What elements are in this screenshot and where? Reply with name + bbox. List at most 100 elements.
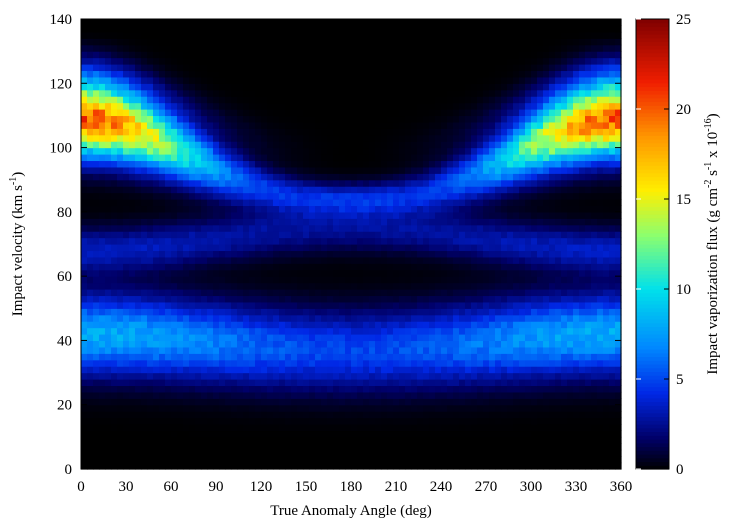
heatmap-cell xyxy=(165,263,172,271)
heatmap-cell xyxy=(381,379,388,387)
heatmap-cell xyxy=(189,25,196,33)
heatmap-cell xyxy=(417,179,424,187)
heatmap-cell xyxy=(219,115,226,123)
heatmap-cell xyxy=(255,166,262,174)
heatmap-cell xyxy=(135,391,142,399)
heatmap-cell xyxy=(201,314,208,322)
heatmap-cell xyxy=(105,456,112,464)
heatmap-cell xyxy=(411,346,418,354)
heatmap-cell xyxy=(279,109,286,117)
heatmap-cell xyxy=(303,218,310,226)
heatmap-cell xyxy=(189,96,196,104)
heatmap-cell xyxy=(309,295,316,303)
heatmap-cell xyxy=(99,211,106,219)
heatmap-cell xyxy=(81,70,88,78)
heatmap-cell xyxy=(243,76,250,84)
heatmap-cell xyxy=(357,141,364,149)
heatmap-cell xyxy=(135,31,142,39)
heatmap-cell xyxy=(243,141,250,149)
heatmap-cell xyxy=(399,38,406,46)
heatmap-cell xyxy=(273,25,280,33)
heatmap-cell xyxy=(111,417,118,425)
heatmap-cell xyxy=(273,83,280,91)
heatmap-cell xyxy=(255,372,262,380)
heatmap-cell xyxy=(291,366,298,374)
heatmap-cell xyxy=(495,269,502,277)
heatmap-cell xyxy=(159,83,166,91)
heatmap-cell xyxy=(195,121,202,129)
heatmap-cell xyxy=(327,417,334,425)
heatmap-cell xyxy=(165,379,172,387)
heatmap-cell xyxy=(135,96,142,104)
heatmap-cell xyxy=(417,430,424,438)
heatmap-cell xyxy=(183,141,190,149)
heatmap-cell xyxy=(351,269,358,277)
heatmap-cell xyxy=(363,205,370,213)
heatmap-cell xyxy=(495,372,502,380)
heatmap-cell xyxy=(387,379,394,387)
heatmap-cell xyxy=(171,462,178,470)
heatmap-cell xyxy=(255,64,262,72)
heatmap-cell xyxy=(459,385,466,393)
heatmap-cell xyxy=(201,411,208,419)
heatmap-cell xyxy=(267,327,274,335)
heatmap-cell xyxy=(297,430,304,438)
heatmap-cell xyxy=(309,51,316,59)
heatmap-cell xyxy=(465,379,472,387)
heatmap-cell xyxy=(333,70,340,78)
heatmap-cell xyxy=(453,327,460,335)
heatmap-cell xyxy=(273,205,280,213)
heatmap-cell xyxy=(165,359,172,367)
heatmap-cell xyxy=(141,211,148,219)
heatmap-cell xyxy=(213,231,220,239)
heatmap-cell xyxy=(231,256,238,264)
heatmap-cell xyxy=(111,89,118,97)
heatmap-cell xyxy=(411,398,418,406)
heatmap-cell xyxy=(309,96,316,104)
heatmap-cell xyxy=(447,269,454,277)
heatmap-cell xyxy=(105,89,112,97)
heatmap-cell xyxy=(219,250,226,258)
heatmap-cell xyxy=(411,70,418,78)
heatmap-cell xyxy=(471,321,478,329)
heatmap-cell xyxy=(105,154,112,162)
heatmap-cell xyxy=(267,186,274,194)
heatmap-cell xyxy=(195,128,202,136)
heatmap-cell xyxy=(459,334,466,342)
heatmap-cell xyxy=(243,134,250,142)
heatmap-cell xyxy=(261,449,268,457)
heatmap-cell xyxy=(411,282,418,290)
heatmap-cell xyxy=(441,340,448,348)
heatmap-cell xyxy=(129,353,136,361)
heatmap-cell xyxy=(441,147,448,155)
heatmap-cell xyxy=(255,147,262,155)
heatmap-cell xyxy=(87,411,94,419)
heatmap-cell xyxy=(279,244,286,252)
heatmap-cell xyxy=(339,443,346,451)
heatmap-cell xyxy=(249,160,256,168)
heatmap-cell xyxy=(471,250,478,258)
heatmap-cell xyxy=(279,436,286,444)
heatmap-cell xyxy=(111,443,118,451)
heatmap-cell xyxy=(369,128,376,136)
heatmap-cell xyxy=(123,456,130,464)
heatmap-cell xyxy=(339,205,346,213)
heatmap-cell xyxy=(237,231,244,239)
heatmap-cell xyxy=(213,134,220,142)
heatmap-cell xyxy=(435,199,442,207)
heatmap-cell xyxy=(87,186,94,194)
heatmap-cell xyxy=(333,154,340,162)
heatmap-cell xyxy=(429,398,436,406)
heatmap-cell xyxy=(267,462,274,470)
heatmap-cell xyxy=(201,327,208,335)
heatmap-cell xyxy=(459,417,466,425)
heatmap-cell xyxy=(87,211,94,219)
heatmap-cell xyxy=(357,102,364,110)
heatmap-cell xyxy=(207,449,214,457)
heatmap-cell xyxy=(345,456,352,464)
heatmap-cell xyxy=(411,76,418,84)
heatmap-cell xyxy=(87,89,94,97)
heatmap-cell xyxy=(309,128,316,136)
heatmap-cell xyxy=(405,192,412,200)
heatmap-cell xyxy=(105,359,112,367)
